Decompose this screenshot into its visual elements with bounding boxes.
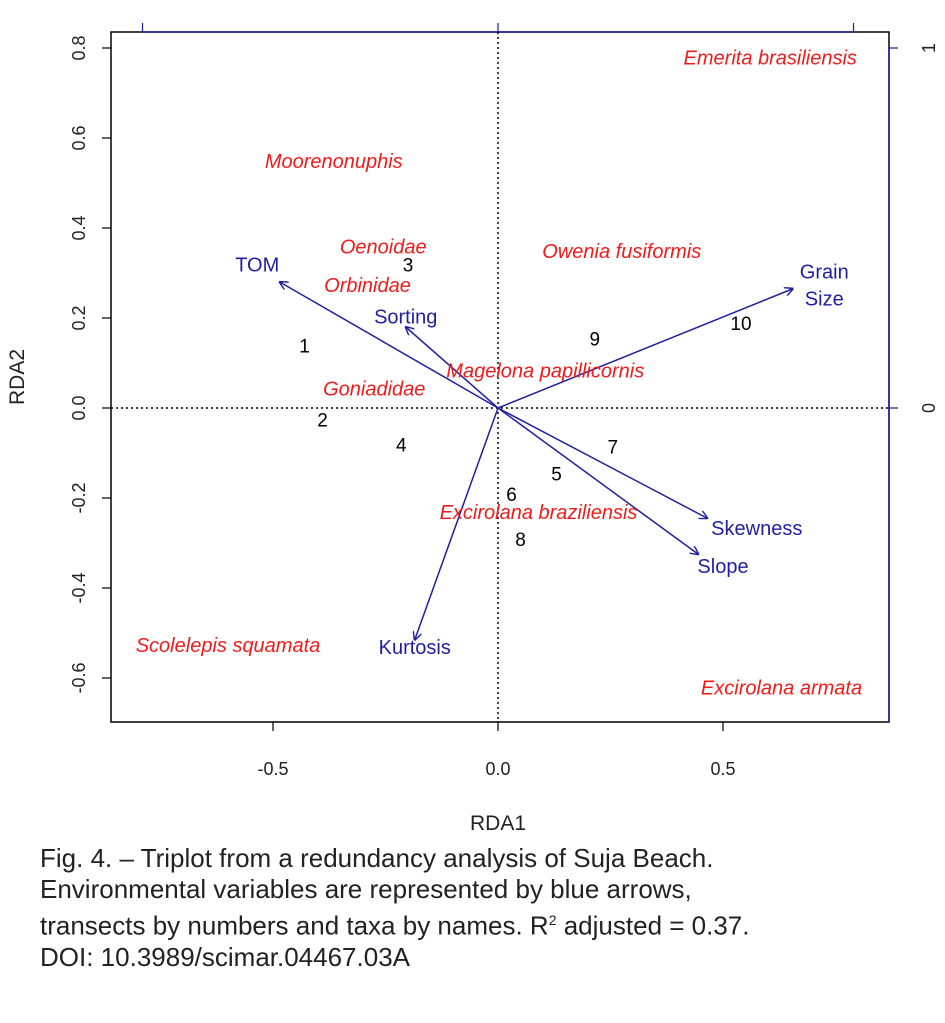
taxon-label: Oenoidae [340, 237, 427, 259]
reference-lines [111, 32, 889, 722]
y-tick-label: 0.8 [69, 35, 89, 60]
arrow-label: Size [805, 288, 844, 310]
arrow-slope [497, 407, 698, 554]
arrow-tom [280, 282, 499, 409]
transect-label: 4 [396, 435, 407, 456]
arrow-label: Sorting [374, 306, 437, 328]
transect-label: 3 [403, 255, 414, 276]
arrow-label: Grain [800, 261, 849, 283]
y-tick-label: 0.0 [69, 395, 89, 420]
caption-line-2: Environmental variables are represented … [40, 874, 692, 904]
arrow-sorting [406, 327, 499, 409]
y-tick-label: -0.4 [69, 572, 89, 603]
arrow-kurtosis [415, 407, 499, 640]
arrow-skewness [497, 407, 707, 518]
arrow-label: Skewness [711, 518, 802, 540]
taxon-label: Excirolana braziliensis [440, 502, 638, 524]
caption-line-3: transects by numbers and taxa by names. … [40, 905, 940, 942]
taxon-label: Excirolana armata [701, 678, 862, 700]
x-axis-title: RDA1 [470, 812, 526, 835]
figure-caption: Fig. 4. – Triplot from a redundancy anal… [40, 843, 940, 973]
arrows-group [280, 282, 793, 640]
caption-line-3-end: adjusted = 0.37. [556, 910, 750, 941]
taxon-label: Orbinidae [324, 275, 411, 297]
right-tick-label: 1 [919, 43, 939, 53]
arrow-label: Slope [697, 556, 748, 578]
right-tick-label: 0 [919, 403, 939, 413]
transect-label: 2 [317, 411, 328, 432]
transect-label: 9 [589, 330, 600, 351]
taxon-label: Scolelepis squamata [136, 635, 321, 657]
transect-label: 5 [551, 465, 562, 486]
taxon-label: Magelona papillicornis [446, 360, 644, 382]
axes-group: -0.5 0.0 0.5 -0.6 -0.4 -0.2 0.0 0.2 0.4 0.6 0.8 0 1 [69, 23, 939, 779]
taxon-label: Moorenonuphis [265, 151, 403, 173]
arrow-label: Kurtosis [379, 637, 451, 659]
transect-label: 1 [299, 336, 310, 357]
taxon-label: Emerita brasiliensis [684, 48, 857, 70]
transect-label: 8 [515, 530, 526, 551]
x-tick-label: 0.5 [710, 759, 735, 779]
caption-line-4: DOI: 10.3989/scimar.04467.03A [40, 941, 411, 972]
y-tick-label: -0.6 [69, 662, 89, 693]
x-tick-label: 0.0 [485, 759, 510, 779]
transect-label: 6 [506, 485, 517, 506]
arrow-label: TOM [235, 255, 279, 277]
taxon-label: Goniadidae [323, 378, 425, 400]
x-tick-label: -0.5 [257, 759, 288, 779]
y-axis-title: RDA2 [6, 349, 29, 405]
y-tick-label: 0.4 [69, 215, 89, 240]
transect-label: 10 [730, 314, 751, 335]
y-tick-label: 0.2 [69, 305, 89, 330]
y-tick-label: 0.6 [69, 125, 89, 150]
transect-label: 7 [607, 438, 618, 459]
labels-group: TOM Sorting Grain Size Skewness Slope Kurtosis… [136, 48, 862, 700]
caption-line-3-text: transects by numbers and taxa by names. … [40, 910, 549, 941]
caption-line-1: Fig. 4. – Triplot from a redundancy anal… [40, 843, 714, 873]
rda-triplot: -0.5 0.0 0.5-0.6-0.4-0.20.00.20.40.60.801 … [6, 23, 939, 835]
y-tick-label: -0.2 [69, 482, 89, 513]
caption-superscript: 2 [548, 912, 557, 928]
arrow-grain-size [497, 289, 793, 409]
taxon-label: Owenia fusiformis [542, 241, 701, 263]
